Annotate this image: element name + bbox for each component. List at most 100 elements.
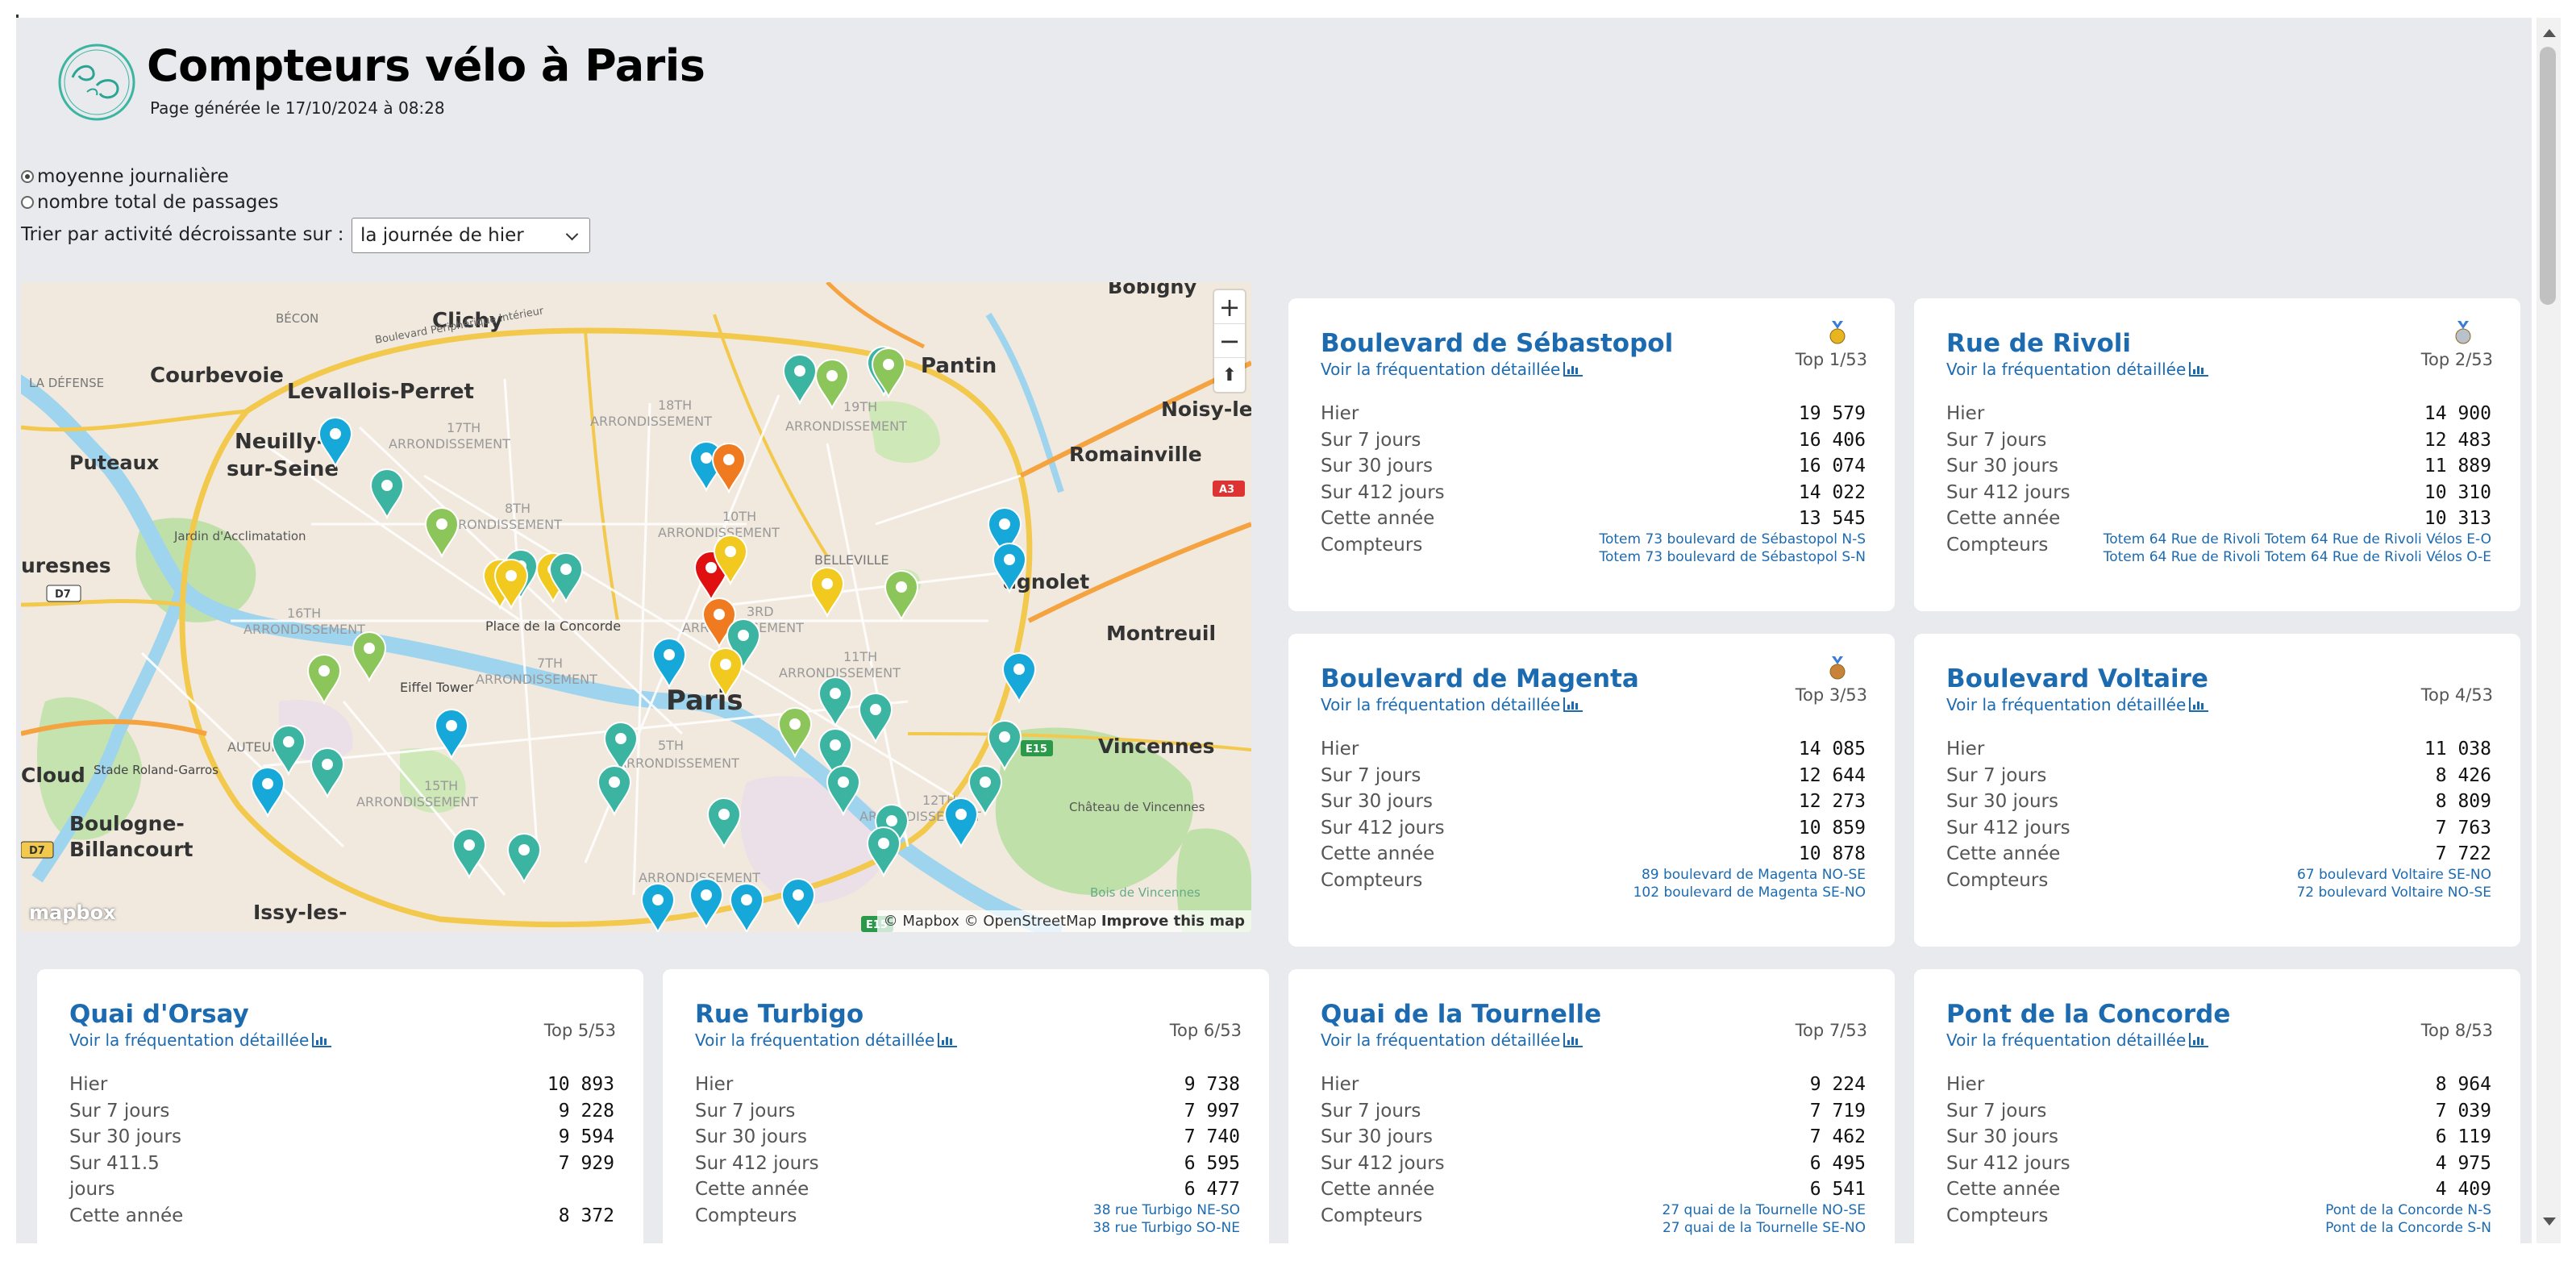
card-title[interactable]: Rue de Rivoli (1946, 329, 2132, 358)
counter-marker-icon[interactable] (726, 618, 761, 670)
counter-marker-icon[interactable] (506, 833, 542, 884)
detail-link-label[interactable]: Voir la fréquentation détaillée (1321, 695, 1561, 714)
detail-link-label[interactable]: Voir la fréquentation détaillée (1946, 695, 2187, 714)
card-title[interactable]: Rue Turbigo (695, 1000, 864, 1029)
counter-marker-icon[interactable] (818, 676, 853, 728)
counter-marker-icon[interactable] (987, 507, 1022, 559)
detail-link-label[interactable]: Voir la fréquentation détaillée (1946, 360, 2187, 379)
counter-marker-icon[interactable] (310, 747, 345, 799)
detail-link-label[interactable]: Voir la fréquentation détaillée (1321, 360, 1561, 379)
counter-marker-icon[interactable] (1001, 652, 1037, 704)
mapbox-logo[interactable]: mapbox (29, 901, 116, 924)
counter-marker-icon[interactable] (424, 507, 460, 559)
counter-marker-icon[interactable] (493, 559, 529, 610)
compteur-link[interactable]: 67 boulevard Voltaire SE-NO (2296, 866, 2491, 883)
counter-marker-icon[interactable] (603, 722, 639, 773)
compteur-link[interactable]: Pont de la Concorde S-N (2325, 1219, 2491, 1236)
card-title[interactable]: Quai d'Orsay (69, 1000, 249, 1029)
counter-marker-icon[interactable] (780, 878, 816, 930)
detail-link-label[interactable]: Voir la fréquentation détaillée (69, 1030, 310, 1050)
detail-link[interactable]: Voir la fréquentation détaillée (1946, 1030, 2209, 1050)
counter-marker-icon[interactable] (352, 631, 387, 683)
detail-link-label[interactable]: Voir la fréquentation détaillée (695, 1030, 935, 1050)
counter-marker-icon[interactable] (651, 638, 687, 689)
map-zoom-controls[interactable]: + − ⬆ (1214, 290, 1245, 392)
card-title[interactable]: Boulevard de Sébastopol (1321, 329, 1674, 358)
improve-map-link[interactable]: Improve this map (1101, 913, 1245, 930)
counters-map[interactable]: Bobigny Clichy BÉCON Pantin Courbevoie L… (21, 282, 1251, 932)
counter-marker-icon[interactable] (814, 359, 850, 410)
radio-button-checked[interactable] (21, 170, 34, 183)
counter-marker-icon[interactable] (706, 797, 742, 849)
counter-marker-icon[interactable] (943, 797, 979, 849)
counter-marker-icon[interactable] (708, 647, 743, 699)
attribution-text[interactable]: © Mapbox © OpenStreetMap (883, 913, 1097, 930)
counter-marker-icon[interactable] (729, 883, 764, 932)
sort-select[interactable]: la journée de hier (352, 218, 590, 253)
counter-marker-icon[interactable] (369, 468, 405, 520)
zoom-in-button[interactable]: + (1214, 290, 1245, 324)
detail-link-label[interactable]: Voir la fréquentation détaillée (1321, 1030, 1561, 1050)
compass-icon[interactable]: ⬆ (1221, 364, 1238, 385)
detail-link[interactable]: Voir la fréquentation détaillée (1321, 1030, 1583, 1050)
counter-marker-icon[interactable] (597, 765, 632, 817)
compteur-link[interactable]: 102 boulevard de Magenta SE-NO (1633, 884, 1866, 901)
counter-marker-icon[interactable] (866, 826, 901, 878)
scrollbar-thumb[interactable] (2540, 47, 2556, 305)
counter-marker-icon[interactable] (871, 348, 906, 399)
counter-marker-icon[interactable] (318, 417, 353, 468)
counter-marker-icon[interactable] (452, 828, 487, 880)
counter-marker-icon[interactable] (987, 720, 1022, 772)
card-title[interactable]: Boulevard Voltaire (1946, 664, 2208, 693)
compteur-link[interactable]: Totem 73 boulevard de Sébastopol S-N (1599, 548, 1866, 565)
counter-marker-icon[interactable] (968, 765, 1003, 817)
compteur-link[interactable]: Totem 64 Rue de Rivoli Totem 64 Rue de R… (2103, 548, 2491, 565)
compteur-link[interactable]: 72 boulevard Voltaire NO-SE (2296, 884, 2491, 901)
counter-marker-icon[interactable] (640, 883, 676, 932)
zoom-out-button[interactable]: − (1214, 324, 1245, 358)
counter-marker-icon[interactable] (826, 765, 861, 817)
counter-marker-icon[interactable] (250, 767, 285, 818)
compteur-link[interactable]: Totem 73 boulevard de Sébastopol N-S (1599, 531, 1866, 547)
card-title[interactable]: Boulevard de Magenta (1321, 664, 1639, 693)
counter-marker-icon[interactable] (689, 878, 724, 930)
compteur-link[interactable]: 38 rue Turbigo NE-SO (1092, 1201, 1240, 1218)
detail-link[interactable]: Voir la fréquentation détaillée (1946, 360, 2209, 379)
stat-value: 9 594 (558, 1126, 614, 1147)
compteur-link[interactable]: 27 quai de la Tournelle SE-NO (1662, 1219, 1866, 1236)
detail-link[interactable]: Voir la fréquentation détaillée (1321, 695, 1583, 714)
detail-link[interactable]: Voir la fréquentation détaillée (69, 1030, 332, 1050)
counter-marker-icon[interactable] (548, 552, 584, 604)
card-title[interactable]: Pont de la Concorde (1946, 1000, 2231, 1029)
radio-button[interactable] (21, 196, 34, 209)
radio-moyenne-journaliere[interactable]: moyenne journalière (21, 166, 229, 187)
scroll-up-arrow-icon[interactable] (2543, 29, 2556, 37)
counter-marker-icon[interactable] (818, 728, 853, 780)
counter-marker-icon[interactable] (711, 443, 747, 494)
card-title[interactable]: Quai de la Tournelle (1321, 1000, 1602, 1029)
detail-link[interactable]: Voir la fréquentation détaillée (1321, 360, 1583, 379)
bar-chart-icon (2189, 1033, 2209, 1047)
radio-nombre-total[interactable]: nombre total de passages (21, 192, 279, 213)
compteur-link[interactable]: Totem 64 Rue de Rivoli Totem 64 Rue de R… (2103, 531, 2491, 547)
compteur-link[interactable]: 89 boulevard de Magenta NO-SE (1641, 866, 1866, 883)
counter-marker-icon[interactable] (782, 354, 818, 406)
compteur-link[interactable]: Pont de la Concorde N-S (2325, 1201, 2491, 1218)
counter-marker-icon[interactable] (271, 725, 306, 776)
counter-marker-icon[interactable] (884, 570, 919, 622)
compteur-link[interactable]: 38 rue Turbigo SO-NE (1092, 1219, 1240, 1236)
counter-marker-icon[interactable] (306, 654, 342, 706)
counter-marker-icon[interactable] (858, 693, 893, 744)
detail-link-label[interactable]: Voir la fréquentation détaillée (1946, 1030, 2187, 1050)
counter-marker-icon[interactable] (809, 567, 845, 618)
counter-marker-icon[interactable] (992, 543, 1027, 594)
map-canvas[interactable]: Bobigny Clichy BÉCON Pantin Courbevoie L… (21, 282, 1251, 932)
scroll-down-arrow-icon[interactable] (2543, 1217, 2556, 1226)
counter-marker-icon[interactable] (434, 709, 469, 760)
counter-marker-icon[interactable] (777, 707, 813, 759)
compteur-link[interactable]: 27 quai de la Tournelle NO-SE (1662, 1201, 1866, 1218)
detail-link[interactable]: Voir la fréquentation détaillée (695, 1030, 958, 1050)
detail-link[interactable]: Voir la fréquentation détaillée (1946, 695, 2209, 714)
counter-marker-icon[interactable] (713, 535, 748, 586)
stat-value: 12 273 (1798, 791, 1866, 812)
